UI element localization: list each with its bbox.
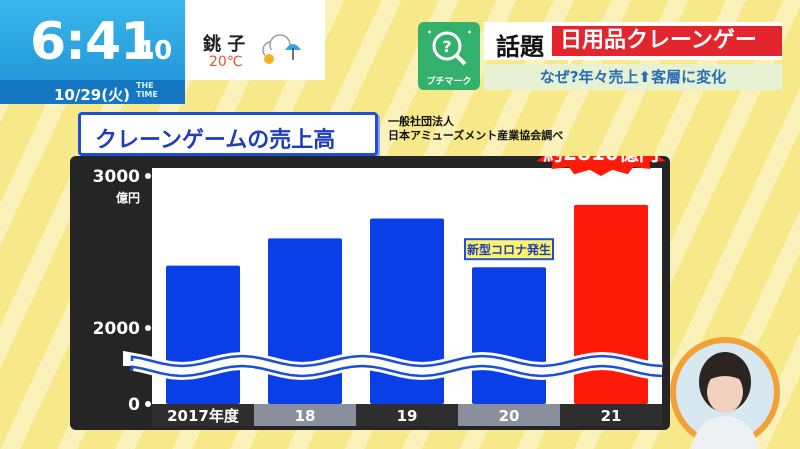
weather-temp: 20℃ — [209, 54, 243, 70]
highlight-value-label: 約2810億円 — [543, 156, 659, 165]
topic-subtitle: なぜ?年々売上⬆客層に変化 — [484, 64, 782, 90]
cloud-sun-umbrella-icon — [262, 34, 301, 64]
chart-title: クレーンゲームの売上高 — [95, 128, 336, 153]
svg-text:?: ? — [442, 37, 451, 56]
chart-headline: クレーンゲームの売上高 — [78, 112, 378, 156]
program-logo-line2: TIME — [136, 90, 158, 99]
category-strip-1 — [254, 404, 356, 426]
covid-annotation-box — [464, 238, 554, 261]
question-magnifier-icon: ? — [428, 30, 471, 66]
source-line1: 一般社団法人 — [388, 115, 454, 128]
category-strip-2 — [356, 404, 458, 426]
topic-badge: ? プチマーク — [418, 22, 480, 90]
ytick-label-1: 2000 — [93, 319, 140, 339]
y-unit-label: 億円 — [116, 190, 140, 205]
topic-badge-label: プチマーク — [426, 77, 472, 87]
category-label-1: 18 — [295, 407, 316, 425]
ytick-dot-0 — [145, 173, 151, 179]
highlight-burst — [536, 156, 666, 176]
topic-title-row: 話題 日用品クレーンゲーム — [484, 22, 782, 83]
category-label-4: 21 — [601, 407, 622, 425]
ytick-label-2: 0 — [128, 395, 140, 415]
category-strip-4 — [560, 404, 662, 426]
category-strip-3 — [458, 404, 560, 426]
bar-0 — [166, 265, 240, 404]
program-logo: THE TIME — [136, 81, 158, 99]
axis-break-line-top — [130, 354, 663, 368]
presenter-avatar — [670, 337, 780, 449]
category-strip-0 — [152, 404, 254, 426]
data-source: 一般社団法人 日本アミューズメント産業協会調べ — [388, 115, 563, 143]
source-line2: 日本アミューズメント産業協会調べ — [388, 129, 564, 142]
category-label-0: 2017年度 — [167, 407, 240, 425]
program-logo-line1: THE — [136, 81, 154, 90]
axis-break-band — [123, 350, 663, 381]
covid-annotation-label: 新型コロナ発生 — [467, 242, 551, 257]
weather-panel: 銚 子 20℃ — [185, 0, 325, 80]
ytick-dot-1 — [145, 325, 151, 331]
clock-seconds: 40 — [136, 36, 173, 66]
category-label-3: 20 — [499, 407, 520, 425]
category-label-2: 19 — [397, 407, 418, 425]
clock-panel: 6:41 40 10/29(火) THE TIME — [0, 0, 185, 104]
weather-city: 銚 子 — [203, 34, 246, 55]
bar-3 — [472, 267, 546, 404]
date-bar — [0, 80, 185, 104]
topic-panel: ? プチマーク 話題 日用品クレーンゲーム なぜ?年々売上⬆客層に変化 — [418, 22, 782, 90]
clock-date: 10/29(火) — [54, 86, 130, 104]
axis-break-line-bottom — [130, 364, 663, 378]
clock-time: 6:41 — [30, 12, 156, 72]
ytick-dot-2 — [145, 401, 151, 407]
topic-title: 日用品クレーンゲーム — [552, 26, 782, 83]
ytick-label-0: 3000 — [93, 167, 140, 187]
topic-keyword: 話題 — [496, 33, 544, 61]
